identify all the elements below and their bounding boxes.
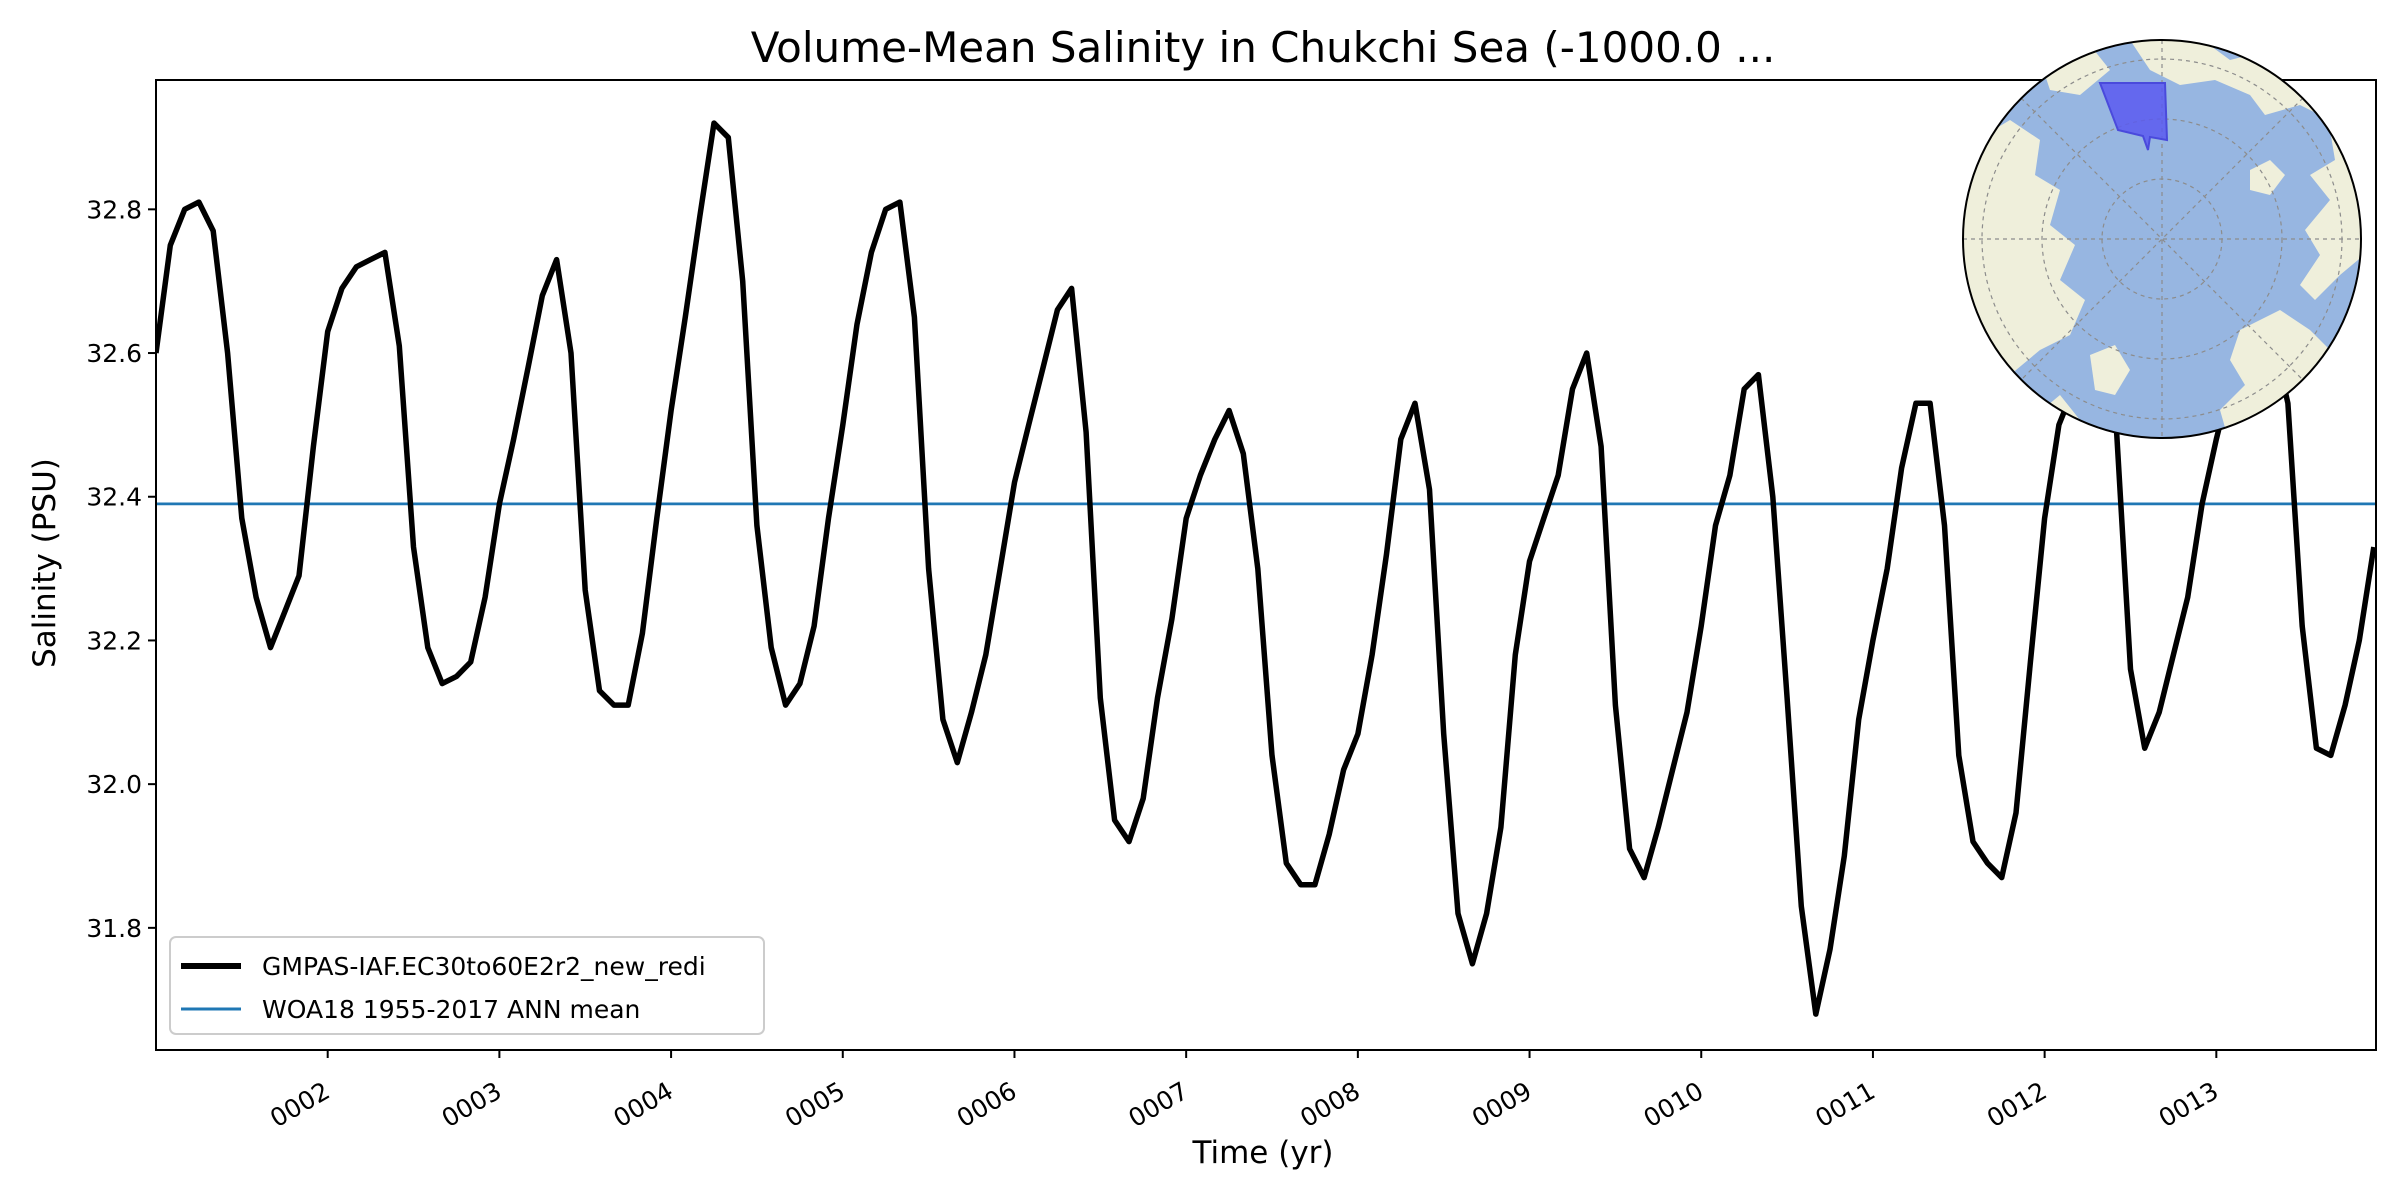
y-tick-label: 32.0 — [86, 770, 142, 799]
series-line-model — [156, 120, 2376, 1017]
x-axis-label: Time (yr) — [1192, 1135, 1334, 1171]
plot-frame — [155, 79, 2377, 1051]
legend-label-model: GMPAS-IAF.EC30to60E2r2_new_redi — [262, 952, 706, 981]
y-tick-label: 32.8 — [86, 195, 142, 224]
y-axis-label: Salinity (PSU) — [27, 458, 63, 668]
legend: GMPAS-IAF.EC30to60E2r2_new_redi WOA18 19… — [169, 936, 765, 1035]
y-tick-label: 32.2 — [86, 626, 142, 655]
map-border — [1962, 39, 2362, 439]
y-tick-label: 32.4 — [86, 483, 142, 512]
legend-box — [169, 936, 765, 1035]
legend-label-obs: WOA18 1955-2017 ANN mean — [262, 995, 640, 1024]
y-tick-label: 31.8 — [86, 914, 142, 943]
y-tick-label: 32.6 — [86, 339, 142, 368]
chart-title: Volume-Mean Salinity in Chukchi Sea (-10… — [751, 23, 1776, 72]
chukchi-sea-region — [2098, 82, 2169, 151]
